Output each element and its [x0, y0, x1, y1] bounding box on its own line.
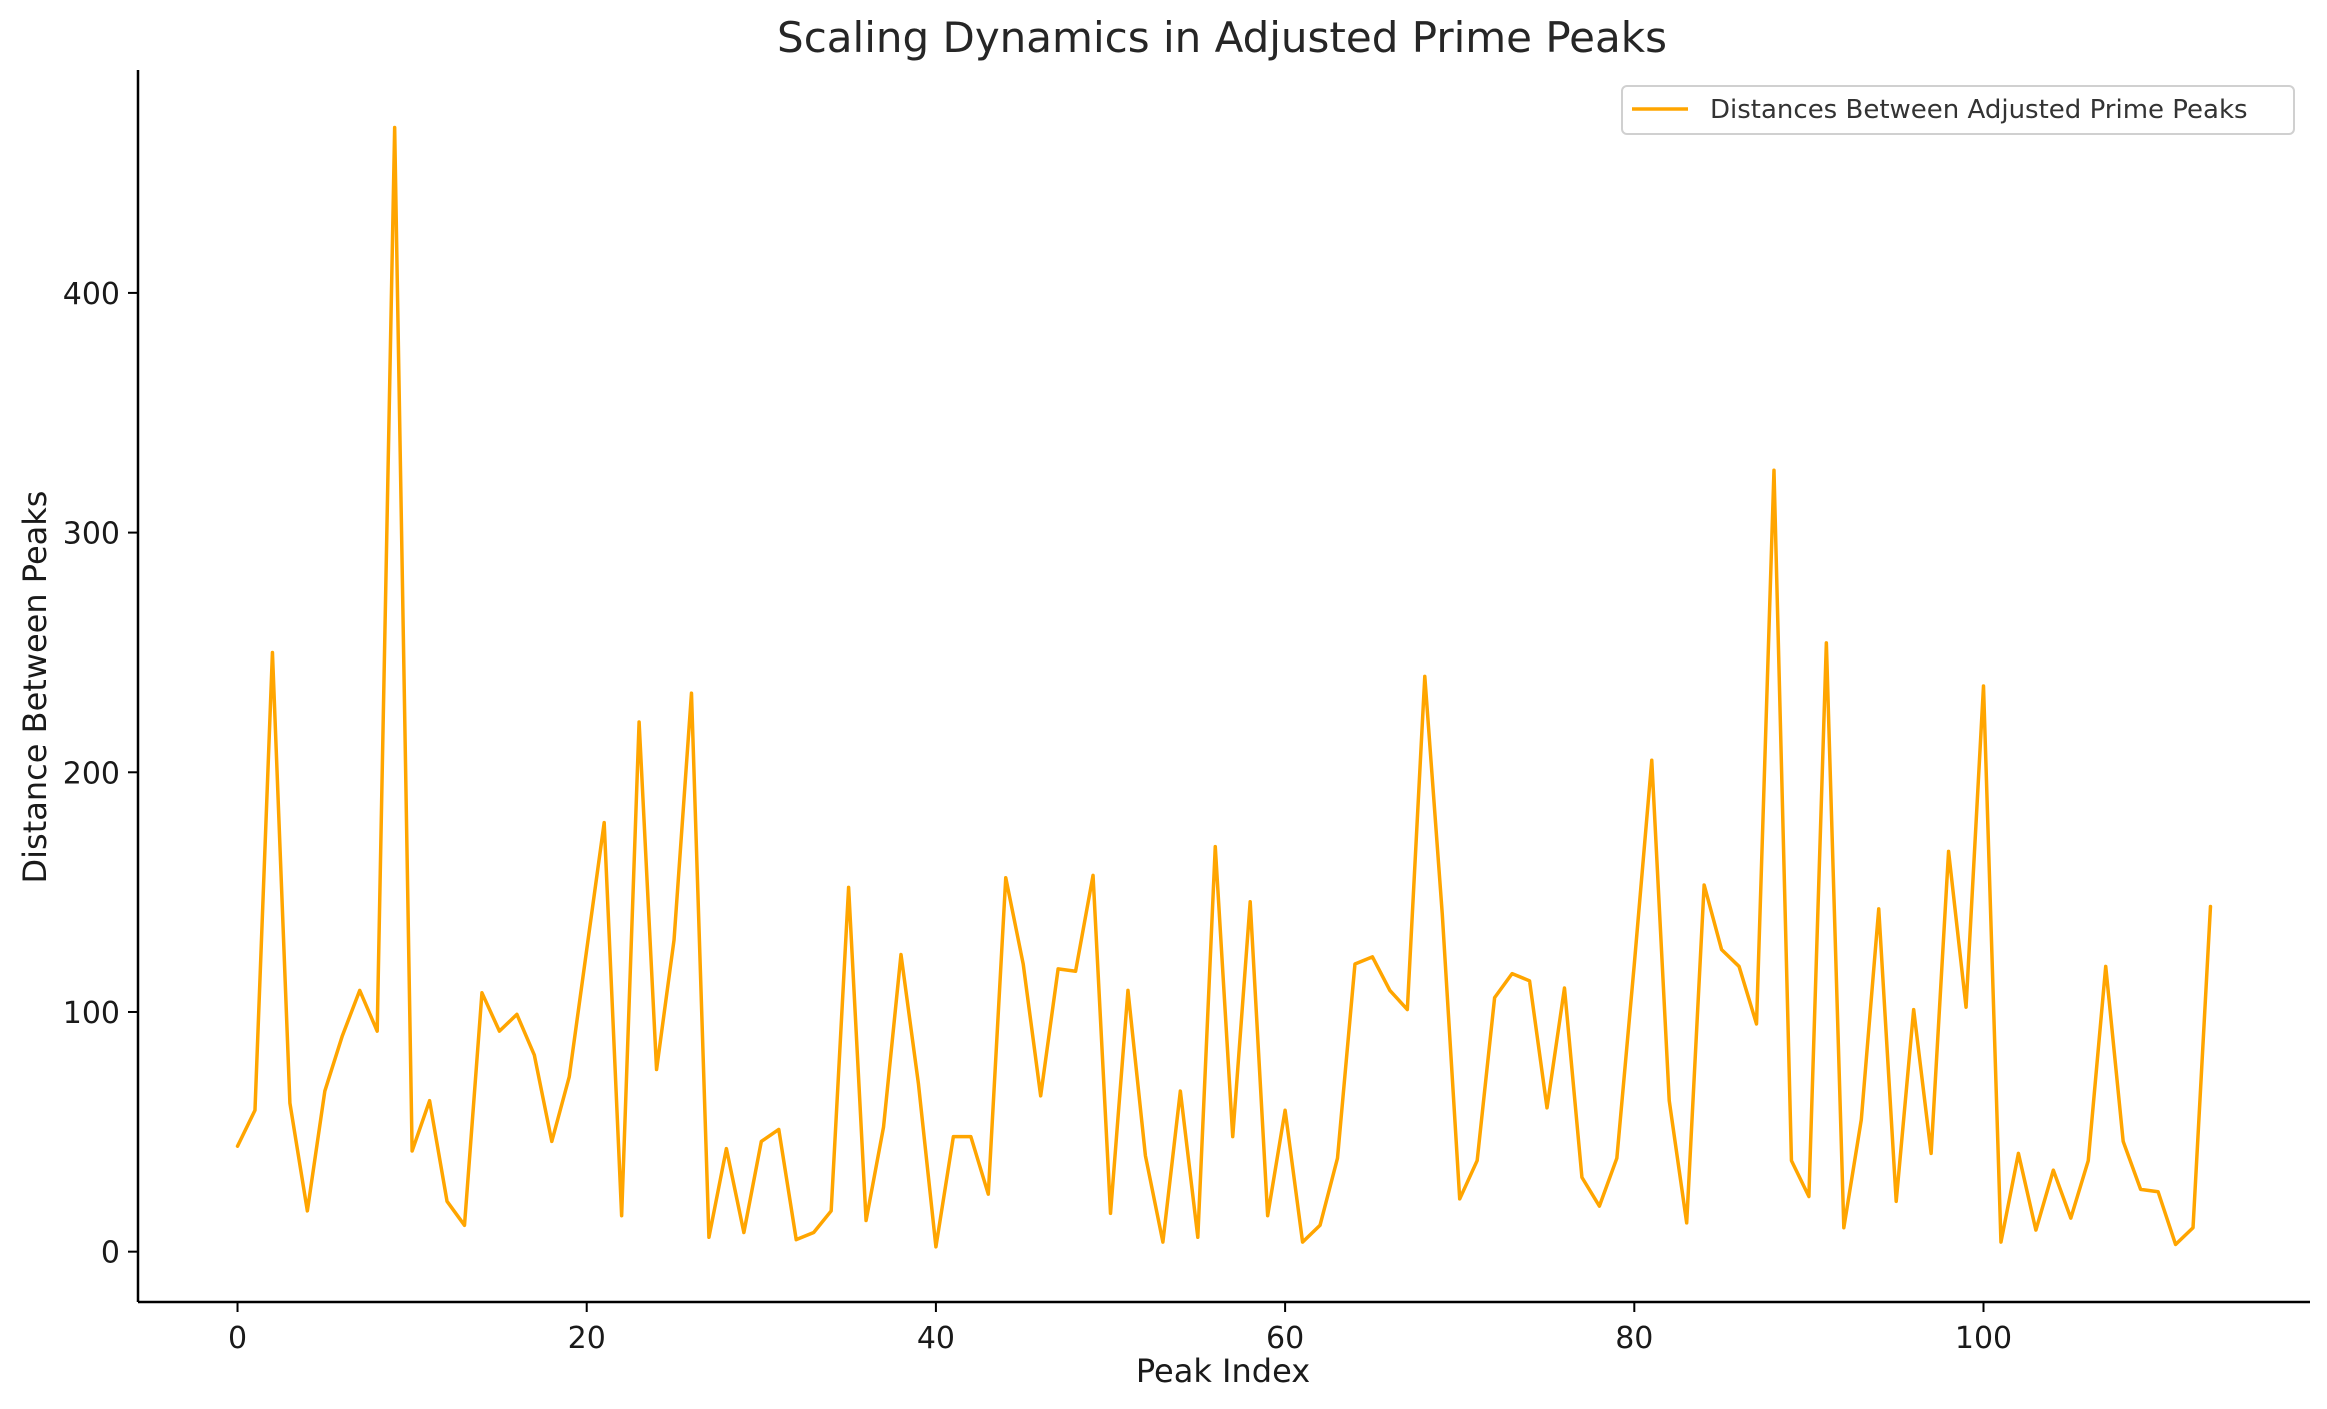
y-ticks: 0 100 200 300 400	[63, 277, 138, 1271]
chart-title: Scaling Dynamics in Adjusted Prime Peaks	[777, 13, 1667, 62]
x-tick-label: 60	[1266, 1321, 1304, 1356]
x-ticks: 0 20 40 60 80 100	[228, 1302, 2012, 1356]
series-layer	[235, 125, 2213, 1249]
x-tick-label: 40	[917, 1321, 955, 1356]
y-axis-label: Distance Between Peaks	[16, 491, 54, 884]
y-tick-label: 0	[101, 1236, 120, 1271]
y-tick-label: 200	[63, 756, 120, 791]
x-axis-label: Peak Index	[1136, 1352, 1310, 1390]
series-line-0	[235, 125, 2213, 1249]
y-tick-label: 100	[63, 996, 120, 1031]
x-tick-label: 80	[1615, 1321, 1653, 1356]
legend-box	[1621, 85, 2295, 135]
legend: Distances Between Adjusted Prime Peaks	[1621, 85, 2295, 135]
x-tick-label: 100	[1955, 1321, 2012, 1356]
x-tick-label: 20	[568, 1321, 606, 1356]
axes	[136, 70, 2310, 1304]
y-tick-label: 300	[63, 517, 120, 552]
x-tick-label: 0	[228, 1321, 247, 1356]
y-tick-label: 400	[63, 277, 120, 312]
legend-entry-label: Distances Between Adjusted Prime Peaks	[1710, 95, 2248, 125]
